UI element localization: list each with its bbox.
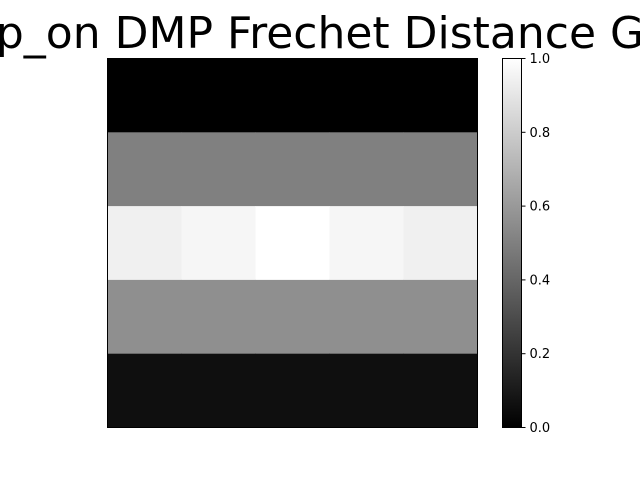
heatmap-cell-r4-c0	[107, 353, 182, 428]
heatmap-cell-r1-c4	[403, 132, 478, 207]
heatmap-cell-r0-c2	[255, 58, 330, 133]
colorbar-tick-label: 0.8	[530, 126, 551, 141]
heatmap-cell-r2-c2	[255, 206, 330, 281]
heatmap-cell-r3-c4	[403, 279, 478, 355]
heatmap-cell-r3-c2	[255, 279, 330, 355]
chart-title: p_on DMP Frechet Distance G	[0, 8, 640, 59]
colorbar-tick-label: 0.2	[530, 347, 551, 362]
colorbar-tick-label: 0.4	[530, 273, 551, 288]
heatmap-cell-r3-c3	[329, 279, 404, 355]
colorbar	[502, 58, 522, 428]
heatmap-cell-r4-c4	[403, 353, 478, 428]
heatmap-cell-r0-c3	[329, 58, 404, 133]
heatmap-cell-r1-c0	[107, 132, 182, 207]
heatmap-cell-r2-c3	[329, 206, 404, 281]
heatmap-cell-r4-c3	[329, 353, 404, 428]
heatmap-cell-r4-c2	[255, 353, 330, 428]
heatmap-cell-r0-c4	[403, 58, 478, 133]
colorbar-tick-label: 0.0	[530, 421, 551, 436]
colorbar-tick-label: 0.6	[530, 200, 551, 215]
heatmap-cell-r2-c0	[107, 206, 182, 281]
heatmap-cell-r3-c0	[107, 279, 182, 355]
heatmap-cell-r3-c1	[181, 279, 256, 355]
heatmap-cell-r4-c1	[181, 353, 256, 428]
colorbar-tick-label: 1.0	[530, 52, 551, 67]
heatmap-cell-r0-c1	[181, 58, 256, 133]
heatmap-cell-r2-c1	[181, 206, 256, 281]
heatmap-cell-r0-c0	[107, 58, 182, 133]
colorbar-ticks: 0.0 0.2 0.4 0.6 0.8 1.0	[521, 52, 551, 436]
heatmap-cell-r2-c4	[403, 206, 478, 281]
heatmap-border	[107, 58, 478, 428]
heatmap-cell-r1-c2	[255, 132, 330, 207]
heatmap-grid	[107, 58, 478, 428]
heatmap-cell-r1-c3	[329, 132, 404, 207]
heatmap-cell-r1-c1	[181, 132, 256, 207]
